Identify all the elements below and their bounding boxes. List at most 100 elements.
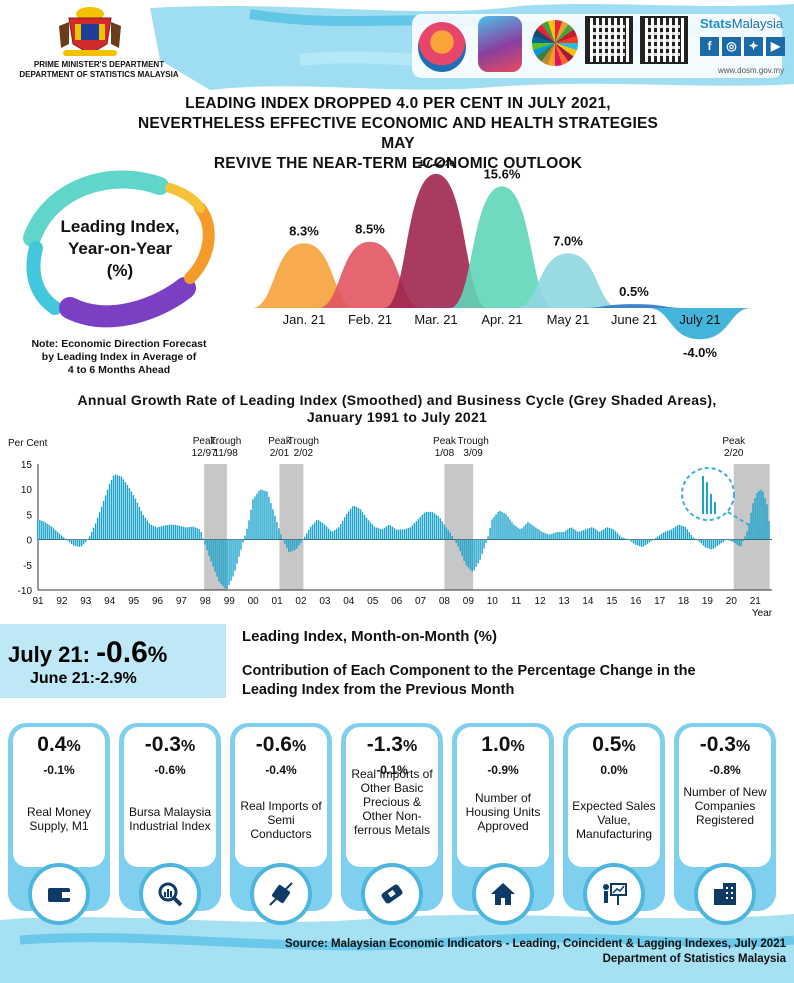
growth-bar bbox=[485, 539, 487, 543]
yoy-bell-chart: 8.3% Jan. 21 8.5% Feb. 21 17.2% Mar. 21 15.6% A… bbox=[252, 160, 752, 360]
component-previous: -0.9% bbox=[487, 763, 519, 777]
instagram-icon[interactable]: ◎ bbox=[722, 37, 741, 56]
growth-bar bbox=[230, 539, 232, 581]
x-tick-label-23: 14 bbox=[582, 596, 594, 607]
growth-bar bbox=[742, 539, 744, 542]
growth-bar bbox=[511, 522, 513, 540]
component-name: Number of New Companies Registered bbox=[683, 785, 767, 827]
cycle-annotation-label-1: Trough bbox=[210, 436, 241, 447]
growth-bar bbox=[146, 520, 149, 540]
growth-bar bbox=[76, 539, 79, 547]
yoy-value-label-0: 8.3% bbox=[289, 223, 319, 238]
growth-bar bbox=[140, 511, 143, 540]
cycle-annotation-label-5: Trough bbox=[457, 436, 488, 447]
growth-bar bbox=[541, 531, 543, 540]
growth-bar bbox=[449, 532, 451, 540]
growth-bar bbox=[345, 513, 348, 540]
growth-bar bbox=[590, 527, 593, 540]
component-unit: % bbox=[180, 738, 196, 755]
growth-bar bbox=[162, 525, 165, 540]
growth-bar bbox=[569, 527, 571, 540]
cycle-annotation-label-3: Trough bbox=[288, 436, 319, 447]
growth-bar bbox=[602, 529, 605, 540]
growth-bar bbox=[302, 539, 304, 541]
growth-bar bbox=[325, 526, 328, 540]
component-name: Real Imports of Semi Conductors bbox=[240, 799, 322, 841]
website-link[interactable]: www.dosm.gov.my bbox=[718, 66, 785, 75]
component-unit: % bbox=[735, 738, 751, 755]
growth-bar bbox=[178, 525, 180, 540]
growth-bar bbox=[333, 530, 336, 540]
growth-bar bbox=[489, 527, 491, 540]
growth-bar bbox=[365, 517, 368, 540]
yoy-bell-6 bbox=[648, 308, 752, 340]
growth-bar bbox=[471, 539, 473, 572]
component-previous: -0.6% bbox=[154, 763, 186, 777]
growth-bar bbox=[575, 530, 577, 540]
note-line-3: 4 to 6 Months Ahead bbox=[67, 364, 171, 376]
growth-bar bbox=[124, 482, 127, 540]
growth-bar bbox=[63, 537, 65, 540]
growth-bar bbox=[280, 534, 282, 540]
growth-bar bbox=[752, 503, 754, 540]
growth-bar bbox=[90, 532, 93, 540]
growth-bar bbox=[632, 539, 635, 544]
growth-bar bbox=[324, 524, 326, 540]
growth-bar bbox=[168, 524, 170, 540]
growth-bar-chart: 15 10 5 0 -5 -10 Per Cent 91 92 93 94 95 96 97 98 99 00 0… bbox=[8, 436, 773, 619]
growth-bar bbox=[246, 528, 248, 540]
growth-bar bbox=[479, 539, 481, 560]
growth-bar bbox=[628, 539, 631, 541]
growth-bar bbox=[248, 520, 250, 540]
growth-bar bbox=[228, 539, 230, 585]
footer-brush-decoration bbox=[0, 914, 794, 983]
growth-bar bbox=[82, 539, 85, 545]
growth-bar bbox=[577, 531, 579, 540]
growth-bar bbox=[658, 535, 661, 540]
growth-bar bbox=[529, 523, 531, 540]
growth-bar bbox=[724, 539, 726, 541]
growth-bar bbox=[555, 532, 557, 540]
growth-chart-title-line-2: January 1991 to July 2021 bbox=[306, 409, 488, 425]
card-inner: -1.3% -0.1% Real Imports of Other Basic Pr… bbox=[346, 727, 438, 867]
qr-code-2[interactable] bbox=[640, 16, 688, 64]
growth-bar bbox=[212, 539, 214, 567]
growth-bar bbox=[563, 532, 565, 540]
component-previous: -0.8% bbox=[709, 763, 741, 777]
component-previous: -0.4% bbox=[265, 763, 297, 777]
growth-bar bbox=[728, 539, 730, 541]
contribution-line-1: Contribution of Each Component to the Pe… bbox=[242, 663, 696, 679]
growth-bar bbox=[290, 539, 292, 552]
twitter-icon[interactable]: ✦ bbox=[744, 37, 763, 56]
card-inner: 0.5% 0.0% Expected Sales Value, Manufactur… bbox=[568, 727, 660, 867]
growth-bar bbox=[192, 526, 194, 540]
growth-bar bbox=[284, 539, 286, 544]
headline-line-3: REVIVE THE NEAR-TERM ECONOMIC OUTLOOK bbox=[213, 155, 583, 172]
growth-bar bbox=[377, 528, 380, 540]
growth-bar bbox=[712, 539, 714, 549]
july-label: July 21: bbox=[8, 642, 90, 667]
growth-bar bbox=[122, 479, 125, 540]
youtube-icon[interactable]: ▶ bbox=[766, 37, 785, 56]
x-tick-label-29: 20 bbox=[726, 596, 738, 607]
component-card: -0.6% -0.4% Real Imports of Semi Conductor… bbox=[230, 723, 332, 925]
growth-bar bbox=[224, 539, 226, 589]
growth-bar bbox=[166, 525, 169, 540]
growth-bar bbox=[437, 516, 439, 540]
facebook-icon[interactable]: f bbox=[700, 37, 719, 56]
yoy-value-label-5: 0.5% bbox=[619, 284, 649, 299]
summary-box bbox=[0, 624, 226, 698]
growth-bar bbox=[182, 526, 184, 540]
growth-bar bbox=[718, 539, 720, 545]
component-number: -1.3 bbox=[366, 733, 403, 756]
cycle-annotation-date-3: 2/02 bbox=[294, 448, 314, 459]
growth-bar bbox=[710, 539, 712, 550]
growth-bar bbox=[335, 528, 338, 540]
growth-bar bbox=[740, 539, 742, 547]
growth-bar bbox=[696, 539, 698, 541]
zoom-bar-2 bbox=[710, 494, 712, 514]
growth-bar bbox=[423, 512, 426, 540]
source-note: Source: Malaysian Economic Indicators - … bbox=[240, 937, 786, 967]
qr-code-1[interactable] bbox=[585, 16, 633, 64]
growth-bar bbox=[88, 536, 91, 540]
